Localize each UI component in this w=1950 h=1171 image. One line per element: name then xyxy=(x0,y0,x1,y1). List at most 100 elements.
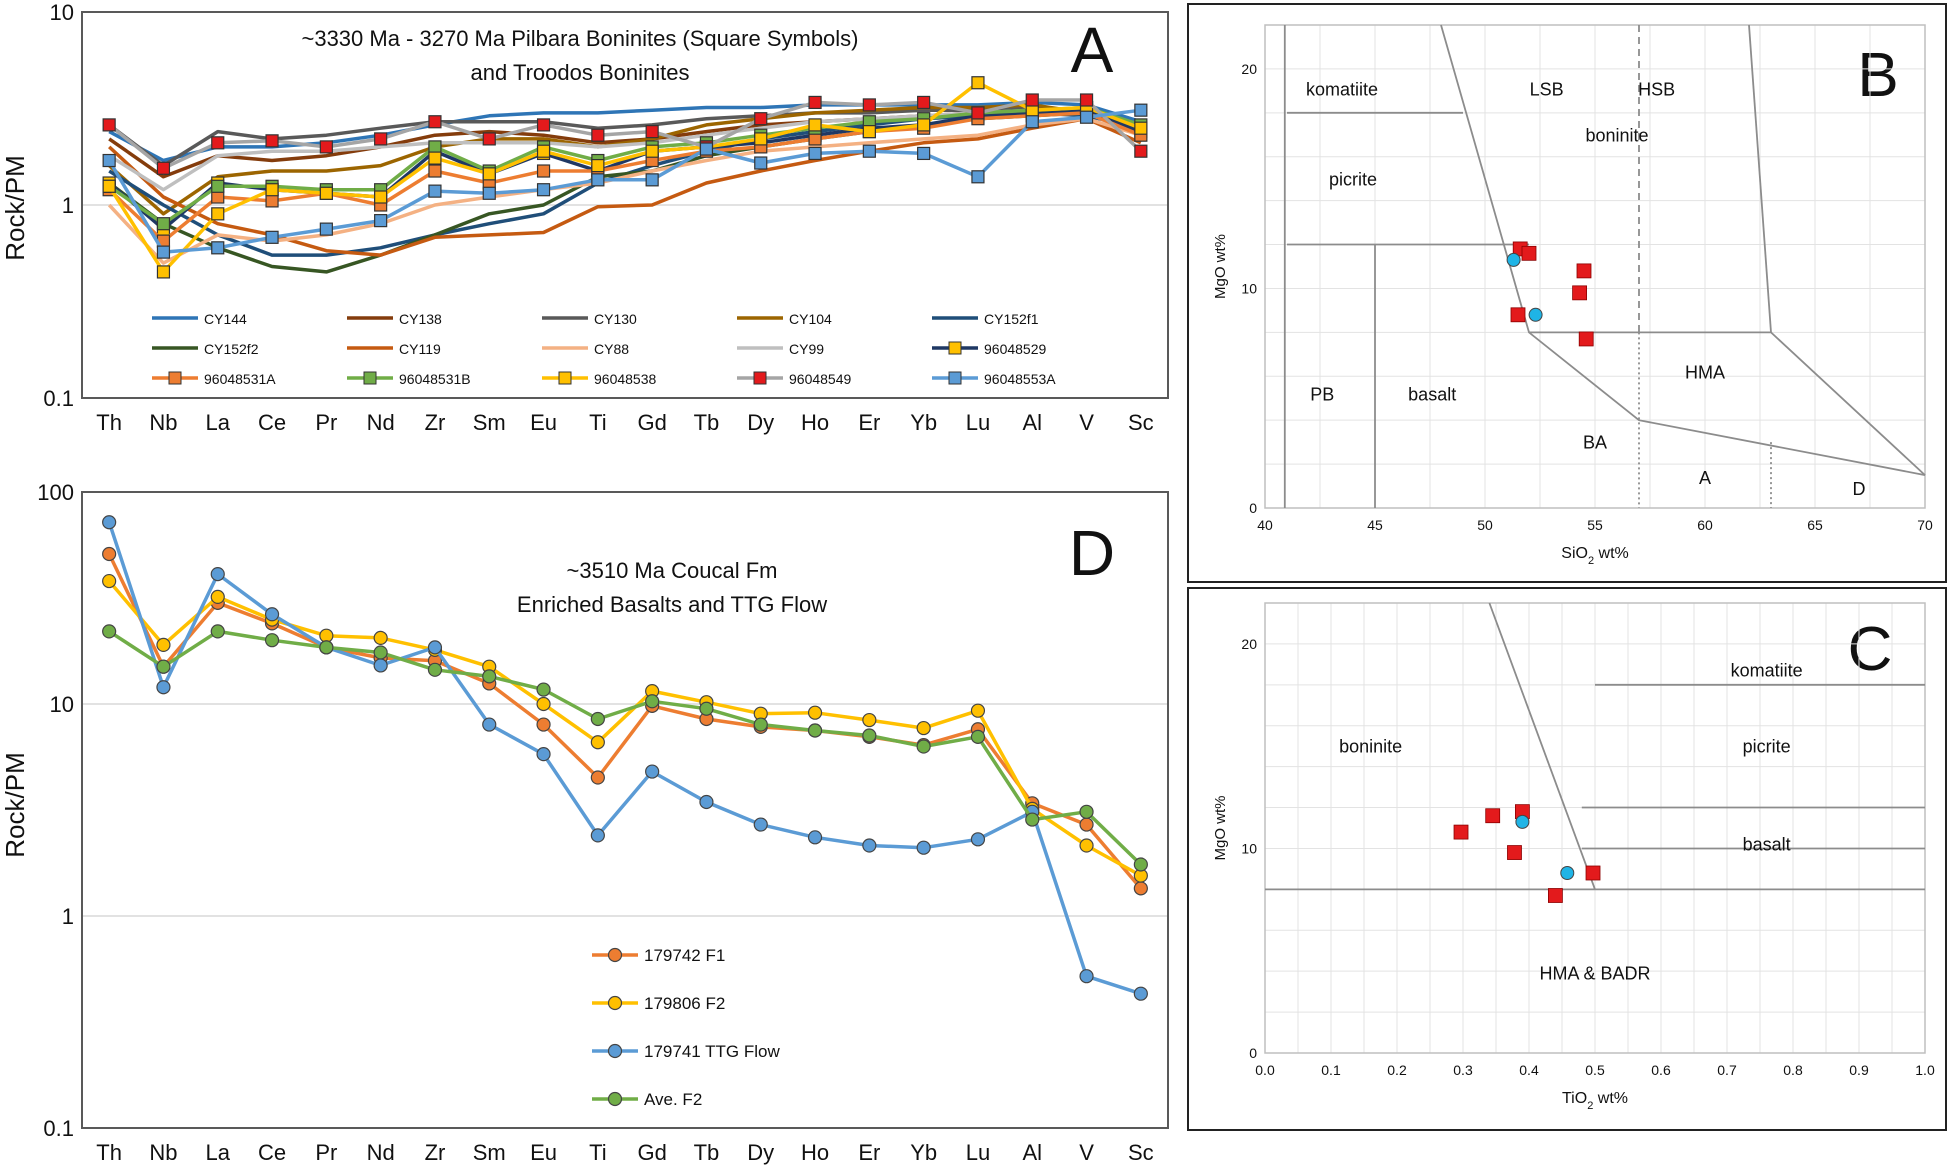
series-line-96048549 xyxy=(108,98,1143,171)
legend-label-96048538: 96048538 xyxy=(594,371,657,387)
panel-a-ytick-label: 1 xyxy=(62,193,74,218)
data-point-ave-f2 xyxy=(753,717,768,732)
data-point-96048553a xyxy=(1079,110,1094,124)
panel-d-xtick-er: Er xyxy=(858,1140,880,1165)
data-point-179806-f2 xyxy=(916,720,931,736)
data-point-troodos xyxy=(1560,866,1575,880)
series-line-179742-f1 xyxy=(107,553,1143,890)
panel-c-xtick-label: 0.5 xyxy=(1585,1062,1605,1078)
data-point-179741-ttg-flow xyxy=(753,817,768,832)
series-line-96048531a xyxy=(107,111,1142,243)
data-point-troodos xyxy=(1528,307,1543,322)
data-point-96048553a xyxy=(319,222,333,236)
data-point-96048553a xyxy=(211,241,225,255)
data-point-179806-f2 xyxy=(102,573,117,589)
data-point-96048538 xyxy=(971,76,985,90)
series-line-ave-f2 xyxy=(108,629,1143,866)
data-point-96048531b xyxy=(428,140,442,154)
data-point-179741-ttg-flow xyxy=(807,830,823,845)
panel-d-xtick-sc: Sc xyxy=(1128,1140,1154,1165)
series-line-179806-f2 xyxy=(107,579,1142,878)
data-point-179741-ttg-flow xyxy=(590,828,605,843)
data-point-ave-f2 xyxy=(862,728,877,743)
data-point-179741-ttg-flow xyxy=(862,838,877,853)
data-point-troodos xyxy=(1515,814,1530,829)
panel-d-subtitle: Enriched Basalts and TTG Flow xyxy=(517,592,827,617)
field-label-komatiite: komatiite xyxy=(1306,79,1378,99)
field-label-a: A xyxy=(1699,468,1711,488)
field-label-boninite: boninite xyxy=(1339,736,1402,756)
data-point-ave-f2 xyxy=(970,729,986,744)
panel-d-xtick-la: La xyxy=(206,1140,231,1165)
data-point-96048553a xyxy=(482,186,496,200)
data-point-96048553a xyxy=(917,146,931,161)
legend-marker-96048549 xyxy=(753,371,767,385)
data-point-96048553a xyxy=(536,183,551,197)
panel-d-xtick-gd: Gd xyxy=(637,1140,666,1165)
panel-letter-b: B xyxy=(1857,41,1898,110)
data-point-pilbara xyxy=(1576,263,1592,279)
data-point-96048538 xyxy=(754,132,768,146)
data-point-pilbara xyxy=(1485,808,1501,824)
data-point-179741-ttg-flow xyxy=(210,566,225,582)
panel-b-ytick-label: 10 xyxy=(1241,280,1257,296)
data-point-96048553a xyxy=(645,173,659,187)
series-line-96048553a xyxy=(107,108,1142,254)
field-label-ba: BA xyxy=(1583,433,1607,453)
legend-label-96048553a: 96048553A xyxy=(984,371,1056,387)
data-point-96048553a xyxy=(808,146,822,161)
panel-d-xtick-v: V xyxy=(1079,1140,1094,1165)
panel-a-ytick-label: 0.1 xyxy=(43,386,74,411)
data-point-179741-ttg-flow xyxy=(1133,986,1148,1001)
legend-marker-96048531b xyxy=(363,371,377,385)
panel-c-ytick-label: 20 xyxy=(1241,636,1257,652)
data-point-96048553a xyxy=(428,184,442,198)
data-point-179742-f1 xyxy=(1133,881,1148,896)
panel-letter-c: C xyxy=(1848,615,1893,684)
legend-label-cy88: CY88 xyxy=(594,341,629,357)
field-label-basalt: basalt xyxy=(1408,384,1456,404)
data-point-ave-f2 xyxy=(482,669,497,684)
panel-c-xtick-label: 0.8 xyxy=(1783,1062,1803,1078)
data-point-ave-f2 xyxy=(807,723,823,738)
data-point-96048553a xyxy=(699,142,714,156)
panel-b-plot-frame xyxy=(1264,24,1926,509)
panel-b-field-boundary xyxy=(1529,331,1926,476)
panel-b-xtick-label: 45 xyxy=(1367,517,1383,533)
panel-b-border xyxy=(1187,3,1947,583)
panel-a-chart: A ~3330 Ma - 3270 Ma Pilbara Boninites (… xyxy=(0,0,1169,435)
data-point-96048549 xyxy=(1025,93,1039,107)
data-point-179741-ttg-flow xyxy=(916,840,931,855)
panel-b-ylabel: MgO wt% xyxy=(1212,234,1229,299)
data-point-ave-f2 xyxy=(319,640,334,655)
panel-a-xtick-zr: Zr xyxy=(425,410,446,435)
panel-c-field-boundary xyxy=(1488,602,1596,890)
data-point-96048531b xyxy=(211,179,225,193)
data-point-96048549 xyxy=(591,128,605,142)
data-point-96048531a xyxy=(428,164,442,178)
panel-a-xtick-sc: Sc xyxy=(1128,410,1154,435)
data-point-pilbara xyxy=(1521,245,1537,261)
panel-d-xtick-eu: Eu xyxy=(530,1140,557,1165)
panel-c-xtick-label: 0.1 xyxy=(1321,1062,1341,1078)
panel-d-xtick-nb: Nb xyxy=(149,1140,177,1165)
panel-d-ytick-label: 1 xyxy=(62,904,74,929)
data-point-96048549 xyxy=(754,112,768,126)
legend-label-96048531b: 96048531B xyxy=(399,371,471,387)
panel-d-ytick-label: 100 xyxy=(37,480,74,505)
data-point-96048538 xyxy=(862,125,876,139)
data-point-96048549 xyxy=(156,161,171,175)
field-label-pb: PB xyxy=(1310,384,1334,404)
legend-label-ave-f2: Ave. F2 xyxy=(644,1090,702,1109)
data-point-ave-f2 xyxy=(1079,804,1094,819)
panel-d-ylabel: Rock/PM xyxy=(0,752,30,857)
data-point-96048549 xyxy=(1079,93,1094,107)
panel-d-xtick-nd: Nd xyxy=(367,1140,395,1165)
legend-marker-179742-f1 xyxy=(607,947,623,963)
data-point-96048553a xyxy=(862,144,876,158)
data-point-179806-f2 xyxy=(807,705,823,720)
data-point-ave-f2 xyxy=(427,662,443,677)
panel-b-ytick-label: 0 xyxy=(1249,500,1257,516)
field-label-boninite: boninite xyxy=(1585,125,1648,145)
panel-d-ytick-label: 10 xyxy=(50,692,74,717)
